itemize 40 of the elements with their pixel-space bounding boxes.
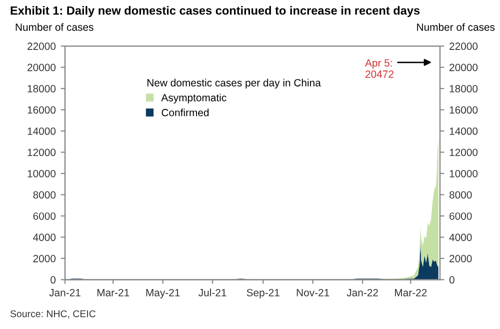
y-tick-label: 0 (50, 276, 56, 284)
y2-tick-label: 12000 (450, 148, 478, 156)
annotation: Apr 5: 20472 (365, 59, 394, 78)
chart-title: Exhibit 1: Daily new domestic cases continued to increase in recent days (10, 6, 420, 18)
y-tick-label: 6000 (33, 212, 56, 220)
y-tick-label: 4000 (33, 234, 56, 242)
x-tick-label: Mar-22 (395, 288, 427, 296)
source-note: Source: NHC, CEIC (10, 310, 96, 318)
y-tick-label: 12000 (28, 148, 56, 156)
y2-tick-label: 20000 (450, 64, 478, 72)
legend-label: Confirmed (162, 108, 209, 116)
y2-tick-label: 4000 (449, 234, 472, 242)
y2-tick-label: 6000 (450, 212, 472, 220)
x-tick-label: Sep-21 (246, 288, 280, 298)
x-tick-label: Jan-21 (49, 288, 80, 296)
y2-tick-label: 22000 (450, 42, 478, 50)
y2-tick-label: 0 (449, 276, 454, 284)
x-tick-label: Nov-21 (296, 288, 330, 296)
y-tick-label: 2000 (33, 254, 56, 262)
x-tick-label: May-21 (146, 288, 180, 298)
y2-tick-label: 8000 (449, 191, 472, 199)
y-tick-label: 10000 (28, 170, 56, 178)
legend-label: Asymptomatic (161, 94, 226, 104)
x-tick-label: Jan-22 (346, 288, 378, 296)
y2-tick-label: 10000 (450, 170, 478, 178)
legend-title: New domestic cases per day in China (147, 78, 321, 89)
x-tick-label: Mar-21 (97, 288, 130, 296)
x-tick-label: Jul-21 (198, 288, 226, 296)
y-axis-title: Number of cases (16, 23, 94, 31)
y-tick-label: 8000 (33, 191, 56, 199)
y-tick-label: 18000 (28, 85, 56, 92)
y2-tick-label: 2000 (450, 254, 472, 262)
y-tick-label: 20000 (28, 64, 56, 72)
y2-tick-label: 16000 (450, 106, 478, 114)
y2-tick-label: 18000 (450, 85, 478, 92)
y2-axis-title: Number of cases (417, 23, 495, 31)
y-tick-label: 16000 (28, 106, 56, 114)
y-tick-label: 14000 (28, 128, 56, 135)
y2-tick-label: 14000 (450, 128, 478, 135)
y-tick-label: 22000 (28, 42, 56, 50)
